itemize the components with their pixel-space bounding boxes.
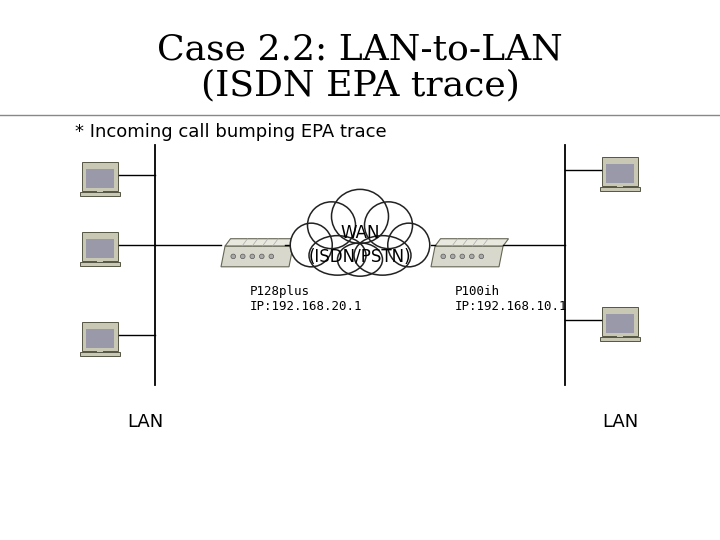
FancyBboxPatch shape [602, 157, 638, 186]
FancyBboxPatch shape [82, 232, 118, 261]
Circle shape [259, 254, 264, 259]
Ellipse shape [290, 223, 332, 267]
Text: P100ih: P100ih [455, 285, 500, 298]
Circle shape [469, 254, 474, 259]
Ellipse shape [292, 208, 428, 281]
Text: LAN: LAN [127, 413, 163, 431]
Circle shape [240, 254, 245, 259]
Polygon shape [221, 246, 293, 267]
Circle shape [269, 254, 274, 259]
Circle shape [231, 254, 235, 259]
Text: LAN: LAN [602, 413, 638, 431]
Polygon shape [225, 239, 299, 246]
Text: P128plus: P128plus [250, 285, 310, 298]
FancyBboxPatch shape [600, 187, 640, 191]
Circle shape [250, 254, 255, 259]
FancyBboxPatch shape [617, 335, 623, 336]
FancyBboxPatch shape [606, 314, 634, 333]
Ellipse shape [331, 190, 389, 244]
FancyBboxPatch shape [80, 261, 120, 266]
Text: (ISDN EPA trace): (ISDN EPA trace) [201, 68, 519, 102]
Ellipse shape [364, 202, 413, 248]
Ellipse shape [307, 202, 356, 248]
FancyBboxPatch shape [600, 336, 640, 341]
Circle shape [441, 254, 446, 259]
Ellipse shape [309, 235, 366, 275]
FancyBboxPatch shape [97, 260, 103, 261]
Text: IP:192.168.20.1: IP:192.168.20.1 [250, 300, 362, 313]
FancyBboxPatch shape [80, 192, 120, 196]
FancyBboxPatch shape [86, 329, 114, 348]
FancyBboxPatch shape [82, 162, 118, 191]
Polygon shape [435, 239, 508, 246]
FancyBboxPatch shape [602, 307, 638, 336]
Text: * Incoming call bumping EPA trace: * Incoming call bumping EPA trace [75, 123, 387, 141]
Text: (ISDN/PSTN): (ISDN/PSTN) [309, 248, 411, 266]
Ellipse shape [338, 243, 382, 276]
FancyBboxPatch shape [82, 322, 118, 351]
FancyBboxPatch shape [97, 350, 103, 352]
Circle shape [460, 254, 464, 259]
FancyBboxPatch shape [617, 185, 623, 187]
Text: IP:192.168.10.1: IP:192.168.10.1 [455, 300, 567, 313]
Text: WAN: WAN [341, 224, 379, 242]
FancyBboxPatch shape [606, 164, 634, 183]
FancyBboxPatch shape [80, 352, 120, 356]
Text: Case 2.2: LAN-to-LAN: Case 2.2: LAN-to-LAN [157, 33, 563, 67]
FancyBboxPatch shape [86, 239, 114, 258]
Ellipse shape [388, 223, 430, 267]
FancyBboxPatch shape [97, 191, 103, 192]
Ellipse shape [354, 235, 411, 275]
FancyBboxPatch shape [86, 168, 114, 187]
Polygon shape [431, 246, 503, 267]
Circle shape [479, 254, 484, 259]
Circle shape [451, 254, 455, 259]
